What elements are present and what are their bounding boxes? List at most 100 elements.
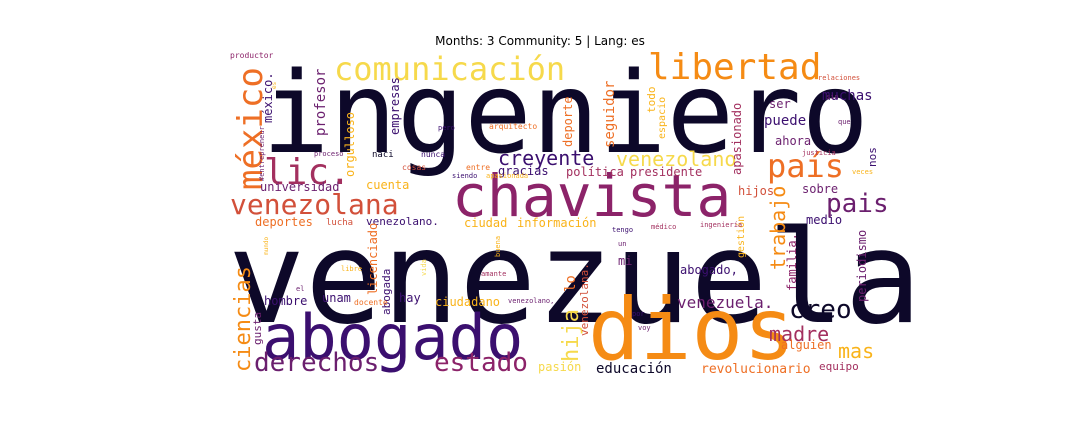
cloud-word: naci	[372, 150, 394, 160]
cloud-word: pais	[826, 189, 889, 219]
cloud-word: abogado,	[680, 263, 738, 277]
cloud-word: ser	[769, 97, 791, 111]
cloud-word: apasionada	[486, 172, 528, 180]
cloud-word: seguidor	[602, 81, 618, 148]
cloud-word: lo	[563, 275, 579, 292]
cloud-word: mundo	[263, 237, 270, 255]
cloud-word: hay	[399, 291, 421, 305]
cloud-word: lucha	[326, 218, 353, 228]
cloud-word: voy	[638, 324, 651, 332]
cloud-word: profesor	[313, 69, 329, 136]
cloud-word: mas	[838, 339, 874, 363]
cloud-word: siendo	[452, 172, 477, 180]
cloud-word: todo	[645, 87, 658, 114]
cloud-word: lic.	[264, 152, 351, 193]
cloud-word: docente	[354, 298, 388, 307]
cloud-word: puede	[764, 113, 806, 129]
cloud-word: justicia	[802, 149, 836, 157]
cloud-word: sobre	[802, 182, 838, 196]
cloud-word: arquitecto	[489, 122, 537, 131]
cloud-word: veces	[852, 168, 873, 176]
cloud-word: derechos	[254, 348, 379, 378]
cloud-word: que	[838, 118, 851, 126]
cloud-word: sin	[826, 93, 839, 101]
cloud-word: presidente	[630, 165, 702, 179]
cloud-word: chavista	[452, 162, 731, 230]
cloud-word: amante	[481, 270, 506, 278]
cloud-word: buena	[494, 236, 502, 257]
cloud-word: abogado	[262, 301, 523, 374]
cloud-word: espacio	[657, 97, 668, 139]
cloud-word: cosas	[402, 163, 426, 172]
cloud-word: entre	[466, 163, 490, 172]
cloud-word: ahora	[775, 134, 811, 148]
cloud-word: méxico.	[261, 72, 275, 123]
cloud-word: venezuela	[228, 204, 922, 353]
cloud-word: política	[566, 165, 624, 179]
cloud-word: venezolana.	[578, 263, 591, 336]
cloud-word: libre	[341, 265, 362, 273]
cloud-word: tengo	[612, 226, 633, 234]
cloud-word: libertad	[648, 47, 821, 88]
cloud-word: venezolano,	[508, 297, 554, 305]
cloud-word: venezolana	[230, 188, 399, 221]
cloud-word: mi	[618, 254, 632, 268]
cloud-word: universidad	[260, 180, 339, 194]
cloud-word: información	[517, 216, 596, 230]
cloud-word: venezuela.	[677, 293, 773, 312]
cloud-word: méxico	[231, 67, 271, 190]
cloud-word: ingeniero	[262, 49, 869, 179]
cloud-word: país	[767, 147, 844, 185]
cloud-word: #entrepreneur	[258, 126, 266, 181]
cloud-word: cuenta	[366, 178, 409, 192]
cloud-word: relaciones	[818, 74, 860, 82]
cloud-word: pero	[438, 124, 455, 132]
cloud-word: gusta	[251, 312, 264, 345]
cloud-word: ciencias	[231, 266, 256, 372]
cloud-word: madre	[769, 322, 829, 346]
cloud-word: médico	[651, 223, 676, 231]
cloud-word: apasionado	[730, 103, 744, 175]
cloud-word: educación	[596, 361, 672, 377]
cloud-word: un	[618, 240, 626, 248]
cloud-word: gracias	[498, 164, 549, 178]
cloud-word: hija	[559, 309, 584, 362]
cloud-word: medio	[806, 213, 842, 227]
cloud-word: periodismo	[855, 230, 869, 302]
cloud-word: ciudadano	[435, 295, 500, 309]
cloud-word: hombre	[264, 294, 307, 308]
cloud-word: empresas	[388, 77, 402, 135]
cloud-word: licenciado	[366, 223, 380, 295]
cloud-word: alguien	[781, 338, 832, 352]
cloud-word: creyente	[498, 146, 594, 170]
cloud-word: nunca	[421, 150, 445, 159]
cloud-word: hijos	[738, 184, 774, 198]
cloud-word: estado	[434, 348, 528, 378]
cloud-word: dios	[588, 280, 795, 380]
cloud-word: por	[632, 310, 645, 318]
cloud-word: gestión	[735, 216, 747, 258]
cloud-word: creo	[789, 295, 852, 325]
cloud-word: revolucionario	[701, 362, 811, 377]
cloud-word: deporte	[561, 96, 575, 147]
cloud-word: ciudad	[464, 216, 507, 230]
cloud-word: es	[271, 81, 278, 89]
cloud-word: nos	[866, 147, 879, 167]
cloud-word: pasión	[538, 360, 581, 374]
cloud-word: deportes	[255, 215, 313, 229]
cloud-word: comunicación	[334, 50, 565, 88]
cloud-word: venezolano.	[366, 215, 439, 228]
cloud-word: equipo	[819, 360, 859, 373]
cloud-word: trabajo	[766, 186, 790, 270]
cloud-word: ingeniería	[700, 221, 742, 229]
cloud-word: proceso	[314, 150, 344, 158]
cloud-word: orgulloso	[343, 112, 357, 177]
cloud-word: el	[296, 285, 304, 293]
cloud-word: vida	[420, 259, 428, 276]
cloud-word: abogada	[380, 269, 393, 315]
cloud-word: productor	[230, 51, 274, 60]
cloud-word: familia.	[785, 233, 799, 291]
cloud-word: unam	[322, 291, 351, 305]
